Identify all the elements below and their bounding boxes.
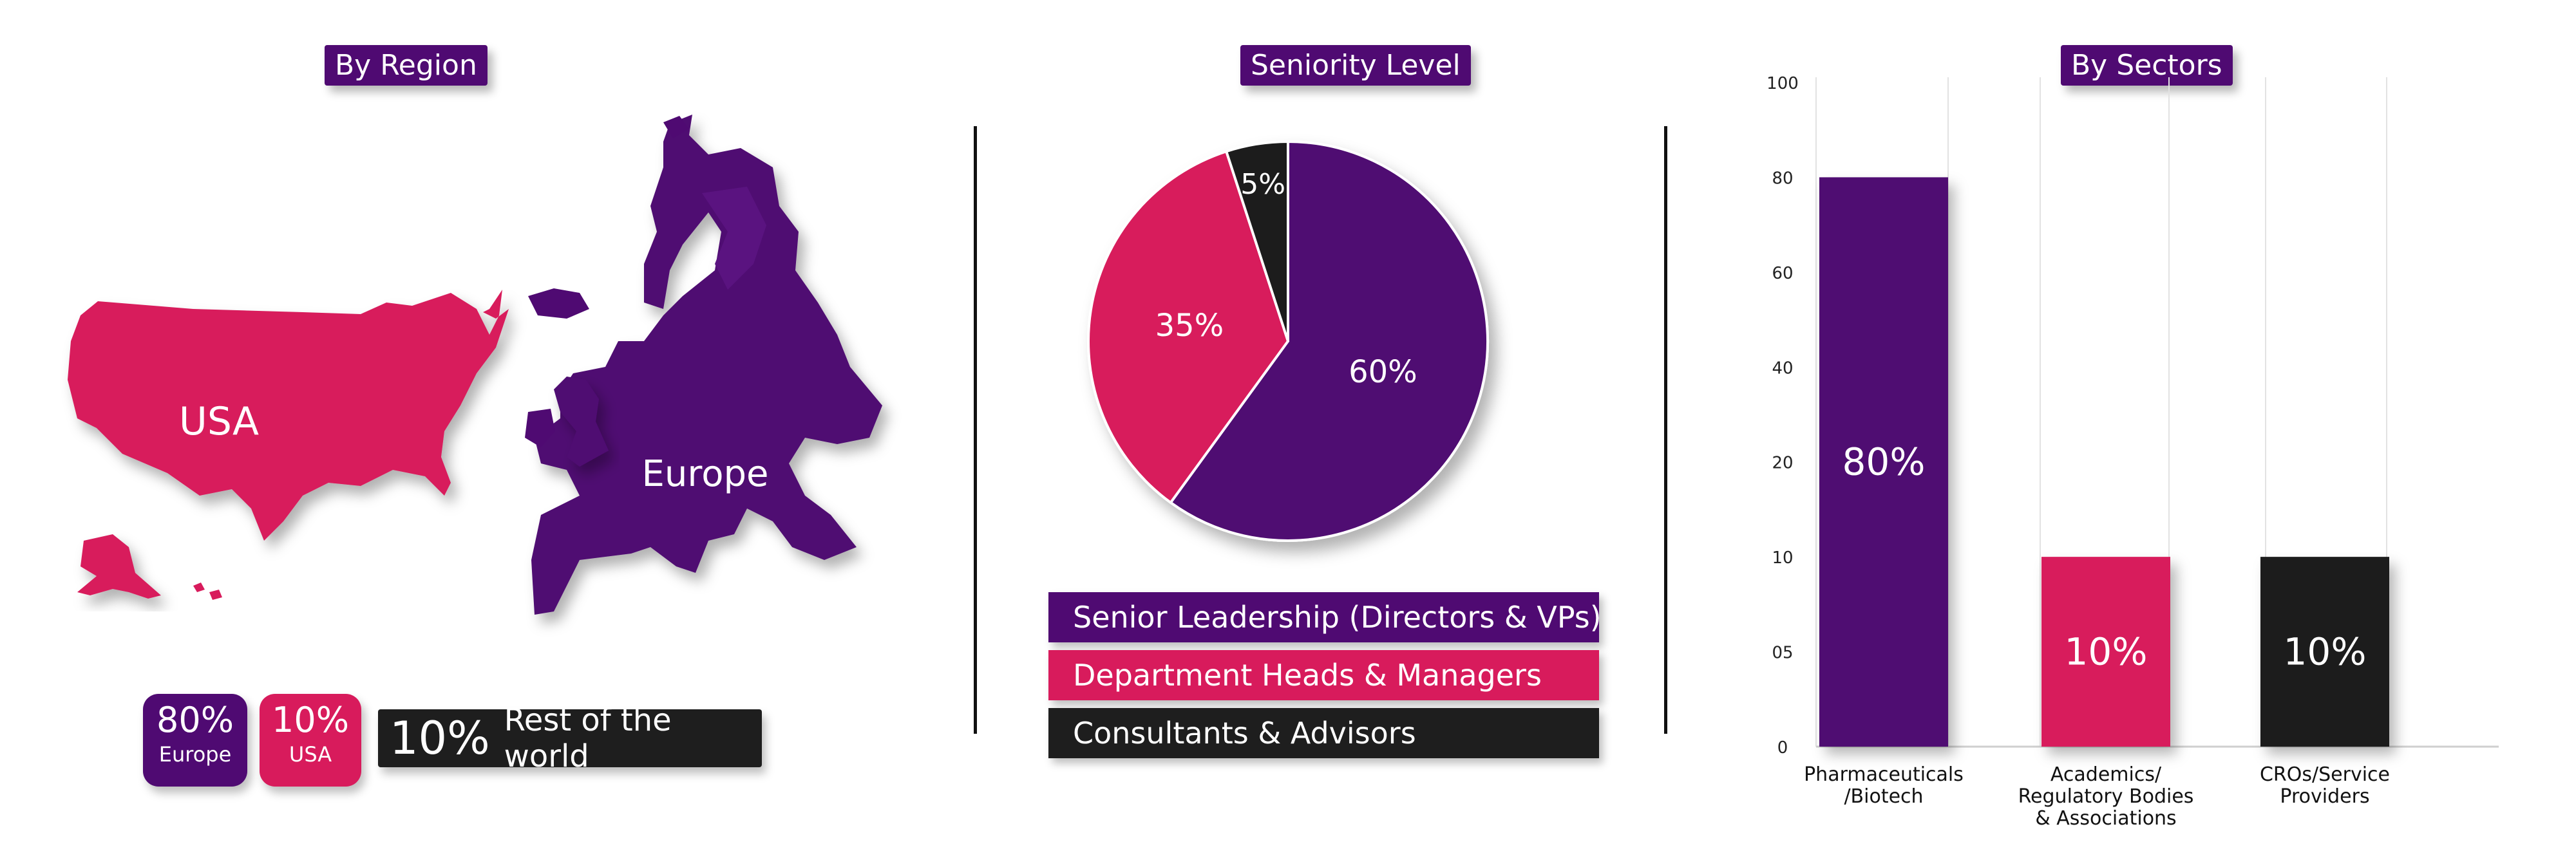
pie-label-0: 60%: [1349, 354, 1417, 390]
divider-left: [974, 126, 977, 734]
sectors-title: By Sectors: [2061, 45, 2233, 86]
pie-label-1: 35%: [1155, 308, 1224, 344]
bar-1: [2041, 557, 2170, 747]
usa-percent-value: 10%: [271, 700, 350, 740]
europe-map-label: Europe: [642, 453, 769, 495]
europe-percent-box: 80% Europe: [143, 694, 247, 787]
sectors-bar-chart: 100 80 60 40 20 10 05 0 80% Pharmaceuticals/Biote…: [1766, 74, 2499, 830]
legend-item-2: Consultants & Advisors: [1048, 708, 1599, 758]
y-tick-label-2: 60: [1772, 264, 1793, 283]
category-label-1: Academics/Regulatory Bodies & Association…: [2018, 763, 2194, 830]
usa-shape: [68, 290, 509, 541]
bar-value-label-0: 80%: [1842, 440, 1926, 484]
svalbard-shape: [663, 116, 689, 138]
y-tick-label-6: 05: [1772, 644, 1793, 663]
y-tick-label-0: 100: [1766, 74, 1799, 93]
legend-item-0: Senior Leadership (Directors & VPs): [1048, 592, 1602, 642]
europe-shape: [531, 115, 882, 615]
rest-of-world-value: 10%: [390, 712, 490, 765]
divider-right: [1664, 126, 1667, 734]
category-label-2: CROs/Service Providers: [2260, 763, 2390, 808]
y-tick-label-5: 10: [1772, 548, 1793, 568]
usa-map-label: USA: [179, 399, 259, 444]
alaska-shape: [77, 534, 161, 599]
bar-value-label-1: 10%: [2065, 630, 2148, 674]
hawaii-shape: [193, 583, 222, 600]
pie-slice-0: [1168, 140, 1489, 542]
bar-0: [1819, 177, 1948, 747]
usa-percent-box: 10% USA: [260, 694, 361, 787]
scandinavia-ridge: [702, 187, 766, 290]
seniority-title: Seniority Level: [1240, 45, 1471, 86]
region-title: By Region: [325, 45, 488, 86]
y-tick-label-1: 80: [1772, 169, 1793, 188]
europe-percent-label: Europe: [158, 742, 232, 767]
category-label-0: Pharmaceuticals/Biotech: [1804, 763, 1964, 808]
pie-slice-2: [1224, 140, 1289, 342]
ireland-shape: [525, 409, 555, 447]
bar-value-label-2: 10%: [2284, 630, 2367, 674]
uk-shape: [554, 377, 609, 467]
usa-percent-label: USA: [289, 742, 332, 767]
y-tick-label-7: 0: [1777, 738, 1788, 758]
pie-slice-1: [1087, 149, 1290, 505]
region-map: USA Europe: [68, 115, 882, 615]
europe-percent-value: 80%: [156, 700, 234, 740]
pie-label-2: 5%: [1240, 168, 1285, 201]
bar-2: [2260, 557, 2389, 747]
rest-of-world-label: Rest of the world: [504, 702, 672, 774]
y-tick-label-3: 40: [1772, 359, 1793, 378]
rest-of-world-box: 10% Rest of the world: [378, 702, 762, 774]
iceland-shape: [528, 288, 589, 319]
seniority-pie-chart: 60% 35% 5%: [1087, 140, 1489, 542]
y-tick-label-4: 20: [1772, 454, 1793, 473]
legend-item-1: Department Heads & Managers: [1048, 650, 1599, 700]
